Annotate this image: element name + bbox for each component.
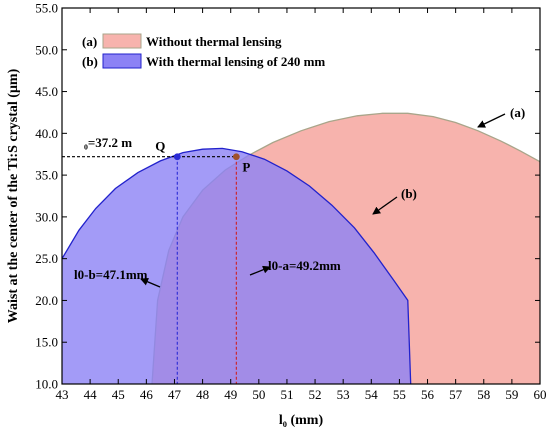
series-b-area	[62, 148, 411, 384]
arrow-layer	[140, 113, 506, 288]
marks-layer	[173, 153, 240, 161]
x-tick-label: 59	[505, 387, 518, 402]
curve-a-arrow	[477, 113, 506, 128]
x-tick-label: 48	[196, 387, 209, 402]
x-tick-label: 45	[112, 387, 125, 402]
legend-a-swatch	[102, 33, 142, 49]
y-tick-label: 25.0	[35, 251, 58, 266]
point-q	[173, 153, 181, 161]
x-tick-label: 43	[56, 387, 69, 402]
l0b-annotation: l0-b=47.1mm	[74, 267, 148, 282]
y-tick-label: 10.0	[35, 377, 58, 392]
series-b-line	[62, 147, 412, 384]
l0a-annotation: l0-a=49.2mm	[268, 258, 341, 273]
y-tick-label: 30.0	[35, 209, 58, 224]
y-tick-label: 20.0	[35, 293, 58, 308]
y-tick-label: 55.0	[35, 1, 58, 16]
x-tick-label: 55	[393, 387, 406, 402]
waist-annotation: ₀=37.2 m	[84, 135, 132, 150]
y-tick-label: 40.0	[35, 126, 58, 141]
x-tick-label: 51	[280, 387, 293, 402]
legend-b-swatch	[102, 53, 142, 69]
legend-b-marker: (b)	[82, 54, 98, 69]
y-tick-label: 50.0	[35, 42, 58, 57]
x-tick-label: 54	[365, 387, 379, 402]
x-axis-title: l₀ (mm)	[279, 413, 324, 428]
guide-layer	[62, 156, 237, 384]
axis-layer: 43 44 45 46 47 48 49 50 51 52 53 54 55 56 57 58 59 60 10.0…	[35, 1, 546, 403]
series-layer	[62, 112, 540, 384]
legend: (a) Without thermal lensing (b) With the…	[82, 33, 325, 69]
legend-a-label: Without thermal lensing	[146, 34, 282, 49]
point-p	[232, 153, 240, 161]
x-tick-label: 56	[421, 387, 435, 402]
x-tick-label: 52	[309, 387, 322, 402]
y-axis-title: Waist at the center of the Ti:S crystal …	[6, 68, 21, 323]
x-tick-label: 50	[252, 387, 265, 402]
point-p-label: P	[242, 160, 250, 175]
curve-a-annotation: (a)	[510, 105, 525, 120]
x-tick-label: 58	[477, 387, 490, 402]
x-tick-label: 57	[449, 387, 463, 402]
point-q-label: Q	[155, 139, 165, 154]
legend-b-label: With thermal lensing of 240 mm	[146, 54, 325, 69]
y-tick-label: 45.0	[35, 84, 58, 99]
plot-frame	[61, 7, 541, 385]
y-tick-label: 35.0	[35, 168, 58, 183]
y-tick-label: 15.0	[35, 335, 58, 350]
l0a-arrow	[249, 265, 271, 276]
plot-area	[62, 112, 540, 384]
legend-a-marker: (a)	[82, 34, 97, 49]
l0b-arrow	[140, 278, 161, 288]
curve-b-arrow	[372, 196, 398, 215]
x-tick-label: 49	[224, 387, 237, 402]
curve-b-annotation: (b)	[401, 186, 417, 201]
x-tick-label: 47	[168, 387, 182, 402]
x-tick-label: 44	[84, 387, 98, 402]
x-tick-label: 60	[534, 387, 547, 402]
x-tick-label: 46	[140, 387, 154, 402]
x-tick-label: 53	[337, 387, 350, 402]
